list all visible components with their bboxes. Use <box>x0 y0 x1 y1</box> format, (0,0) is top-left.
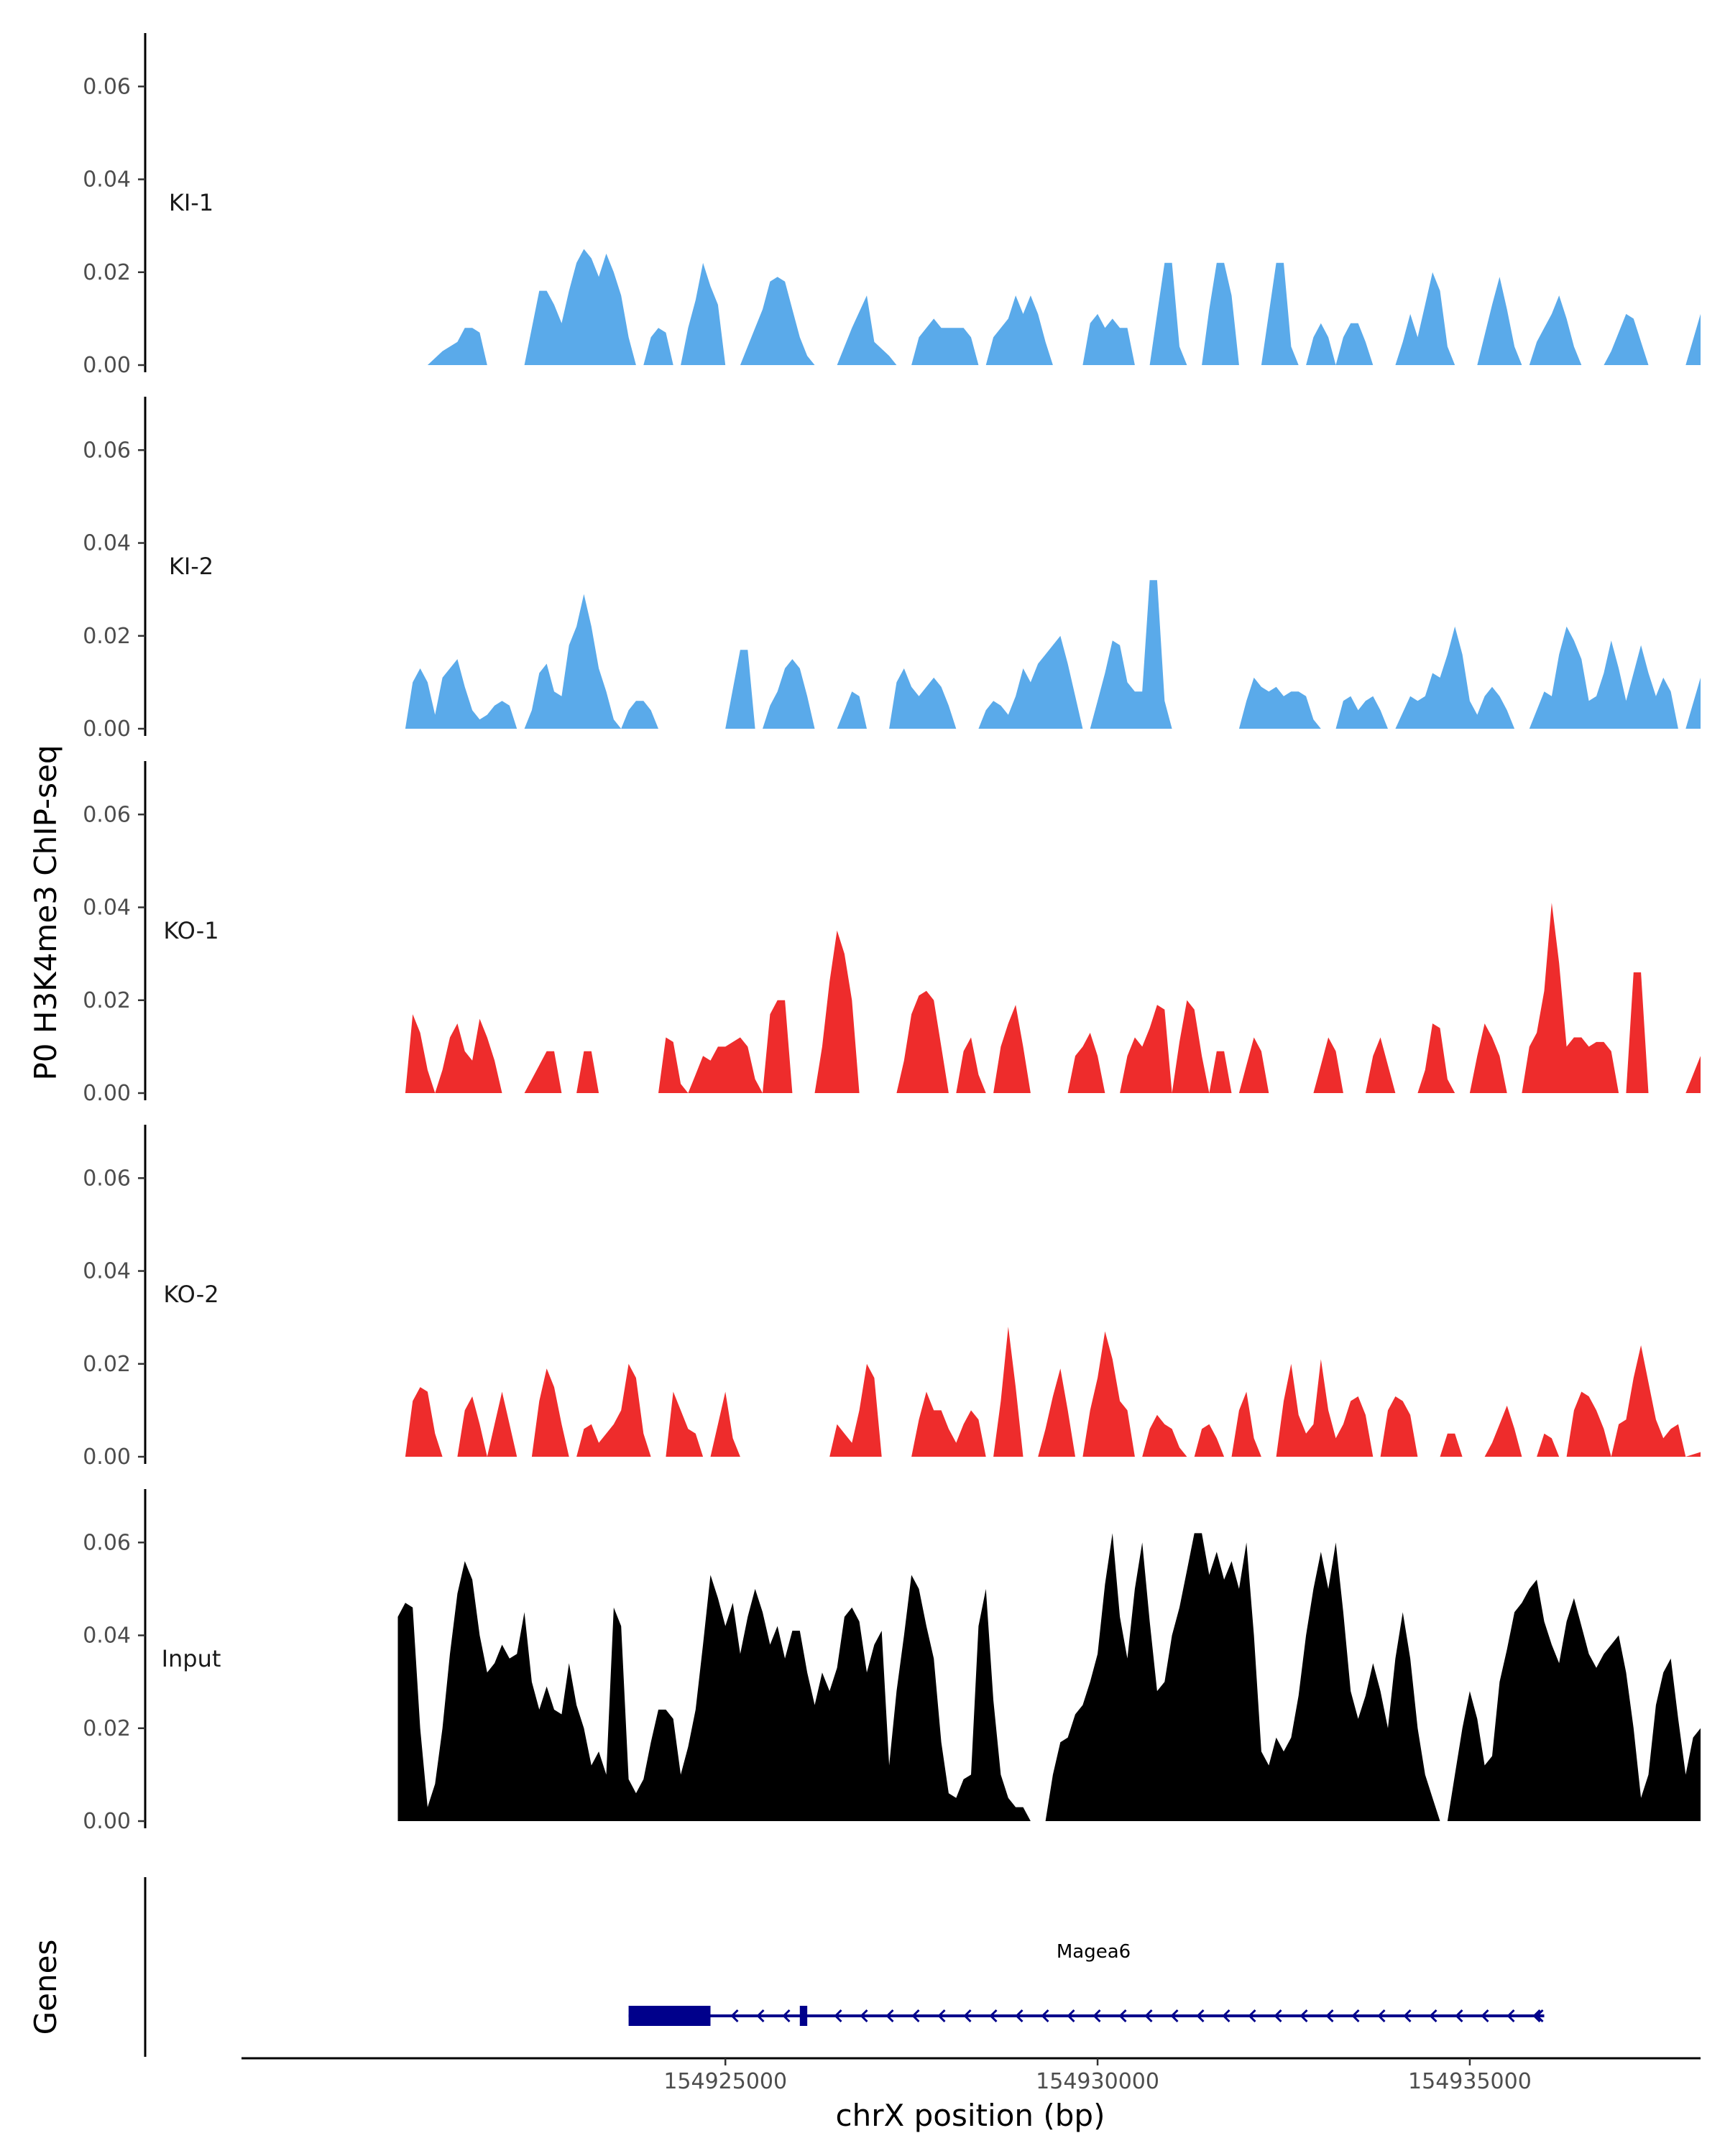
y-tick-label: 0.04 <box>83 1623 131 1649</box>
x-tick-label: 154935000 <box>1408 2069 1532 2094</box>
gene-exon <box>799 2006 808 2026</box>
y-tick-label: 0.06 <box>83 74 131 99</box>
track-ko-2: 0.00 0.02 0.04 0.06 KO-2 <box>83 1125 1701 1470</box>
track-label: KI-1 <box>169 189 213 216</box>
strand-arrow <box>782 2009 791 2023</box>
y-tick-label: 0.06 <box>83 1530 131 1555</box>
y-tick-label: 0.02 <box>83 1716 131 1741</box>
strand-arrow <box>1170 2009 1179 2023</box>
track-label: Input <box>162 1645 221 1672</box>
y-tick-label: 0.00 <box>83 1445 131 1470</box>
strand-arrow <box>1377 2009 1386 2023</box>
strand-arrow <box>937 2009 946 2023</box>
track-ko-1: 0.00 0.02 0.04 0.06 KO-1 <box>83 761 1701 1106</box>
y-axis-title: P0 H3K4me3 ChIP-seq <box>28 745 63 1080</box>
strand-arrow <box>1300 2009 1308 2023</box>
gene-track: Genes Magea6 <box>28 1877 1545 2057</box>
y-tick-label: 0.02 <box>83 260 131 285</box>
y-tick-label: 0.00 <box>83 717 131 742</box>
y-tick-label: 0.00 <box>83 1809 131 1834</box>
strand-arrow <box>1248 2009 1256 2023</box>
signal-area <box>427 249 1701 365</box>
strand-arrow <box>1455 2009 1463 2023</box>
strand-arrow <box>1118 2009 1127 2023</box>
y-tick-label: 0.04 <box>83 1259 131 1284</box>
strand-arrow <box>834 2009 842 2023</box>
y-tick-label: 0.04 <box>83 167 131 193</box>
strand-arrow <box>1067 2009 1075 2023</box>
y-tick-label: 0.02 <box>83 624 131 649</box>
x-tick-label: 154925000 <box>663 2069 787 2094</box>
signal-area <box>405 580 1701 729</box>
y-tick-label: 0.02 <box>83 1352 131 1377</box>
gene-track-title: Genes <box>28 1940 63 2035</box>
x-tick-label: 154930000 <box>1036 2069 1159 2094</box>
strand-arrow <box>911 2009 920 2023</box>
strand-arrow <box>1506 2009 1515 2023</box>
strand-arrow <box>730 2009 739 2023</box>
strand-arrow <box>989 2009 998 2023</box>
strand-arrow <box>1325 2009 1334 2023</box>
signal-area <box>397 1533 1701 1821</box>
signal-area <box>405 903 1701 1093</box>
strand-arrow <box>1532 2009 1541 2023</box>
strand-arrow <box>1403 2009 1412 2023</box>
y-tick-label: 0.06 <box>83 438 131 463</box>
x-axis-title: chrX position (bp) <box>836 2098 1105 2133</box>
strand-arrow <box>886 2009 894 2023</box>
signal-tracks: 0.00 0.02 0.04 0.06 KI-1 0.00 0.02 0.04 0.06 KI-2… <box>83 33 1701 1834</box>
track-label: KO-1 <box>163 917 218 944</box>
y-tick-label: 0.04 <box>83 531 131 556</box>
strand-arrow <box>1351 2009 1360 2023</box>
y-tick-label: 0.06 <box>83 802 131 827</box>
strand-arrow <box>1092 2009 1101 2023</box>
strand-arrow <box>860 2009 868 2023</box>
strand-arrow <box>1222 2009 1230 2023</box>
track-ki-2: 0.00 0.02 0.04 0.06 KI-2 <box>83 397 1701 742</box>
strand-arrow <box>1041 2009 1049 2023</box>
strand-arrow <box>1144 2009 1153 2023</box>
track-ki-1: 0.00 0.02 0.04 0.06 KI-1 <box>83 33 1701 378</box>
track-input: 0.00 0.02 0.04 0.06 Input <box>83 1489 1701 1834</box>
y-tick-label: 0.06 <box>83 1166 131 1191</box>
y-tick-label: 0.00 <box>83 353 131 378</box>
strand-arrow <box>756 2009 765 2023</box>
strand-arrow <box>1274 2009 1282 2023</box>
signal-area <box>405 1327 1701 1457</box>
track-label: KI-2 <box>169 553 213 580</box>
strand-arrow <box>1015 2009 1024 2023</box>
gene-exon <box>628 2006 711 2026</box>
strand-arrow <box>1429 2009 1438 2023</box>
y-tick-label: 0.04 <box>83 895 131 921</box>
track-label: KO-2 <box>163 1281 218 1308</box>
gene-name-label: Magea6 <box>1057 1941 1131 1963</box>
strand-arrow <box>1481 2009 1489 2023</box>
strand-arrow <box>1535 2009 1544 2023</box>
strand-arrow <box>963 2009 972 2023</box>
x-axis: 154925000 154930000 154935000 <box>242 2057 1701 2094</box>
y-tick-label: 0.00 <box>83 1081 131 1106</box>
strand-arrow <box>1196 2009 1205 2023</box>
y-tick-label: 0.02 <box>83 988 131 1013</box>
